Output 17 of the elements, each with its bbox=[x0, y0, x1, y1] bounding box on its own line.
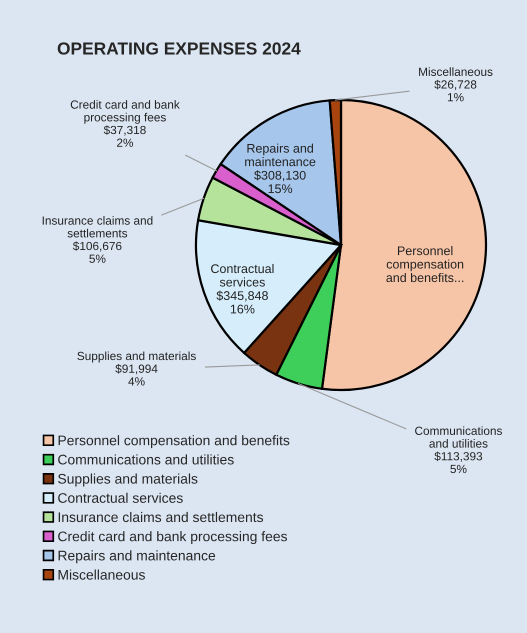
data-label: Insurance claims and settlements $106,676 5% bbox=[42, 216, 152, 263]
legend-label: Insurance claims and settlements bbox=[58, 512, 264, 522]
data-label: Contractual services $345,848 16% bbox=[211, 264, 274, 314]
data-label: Communications and utilities $113,393 5% bbox=[415, 426, 502, 474]
legend-label: Credit card and bank processing fees bbox=[58, 531, 288, 544]
legend-label: Miscellaneous bbox=[58, 569, 145, 580]
legend-label: Communications and utilities bbox=[58, 454, 234, 465]
data-label: Supplies and materials $91,994 4% bbox=[77, 351, 196, 386]
legend-label: Supplies and materials bbox=[58, 474, 198, 486]
data-label: Credit card and bank processing fees $37,318 2% bbox=[70, 100, 180, 147]
legend-label: Repairs and maintenance bbox=[58, 550, 216, 564]
data-label: Repairs and maintenance $308,130 15% bbox=[245, 144, 316, 194]
data-label: Personnel compensation and benefits... bbox=[386, 246, 464, 282]
legend-label: Personnel compensation and benefits bbox=[58, 435, 290, 448]
data-label: Miscellaneous $26,728 1% bbox=[419, 67, 493, 102]
chart-title: OPERATING EXPENSES 2024 bbox=[58, 42, 301, 55]
legend-label: Contractual services bbox=[58, 492, 183, 503]
